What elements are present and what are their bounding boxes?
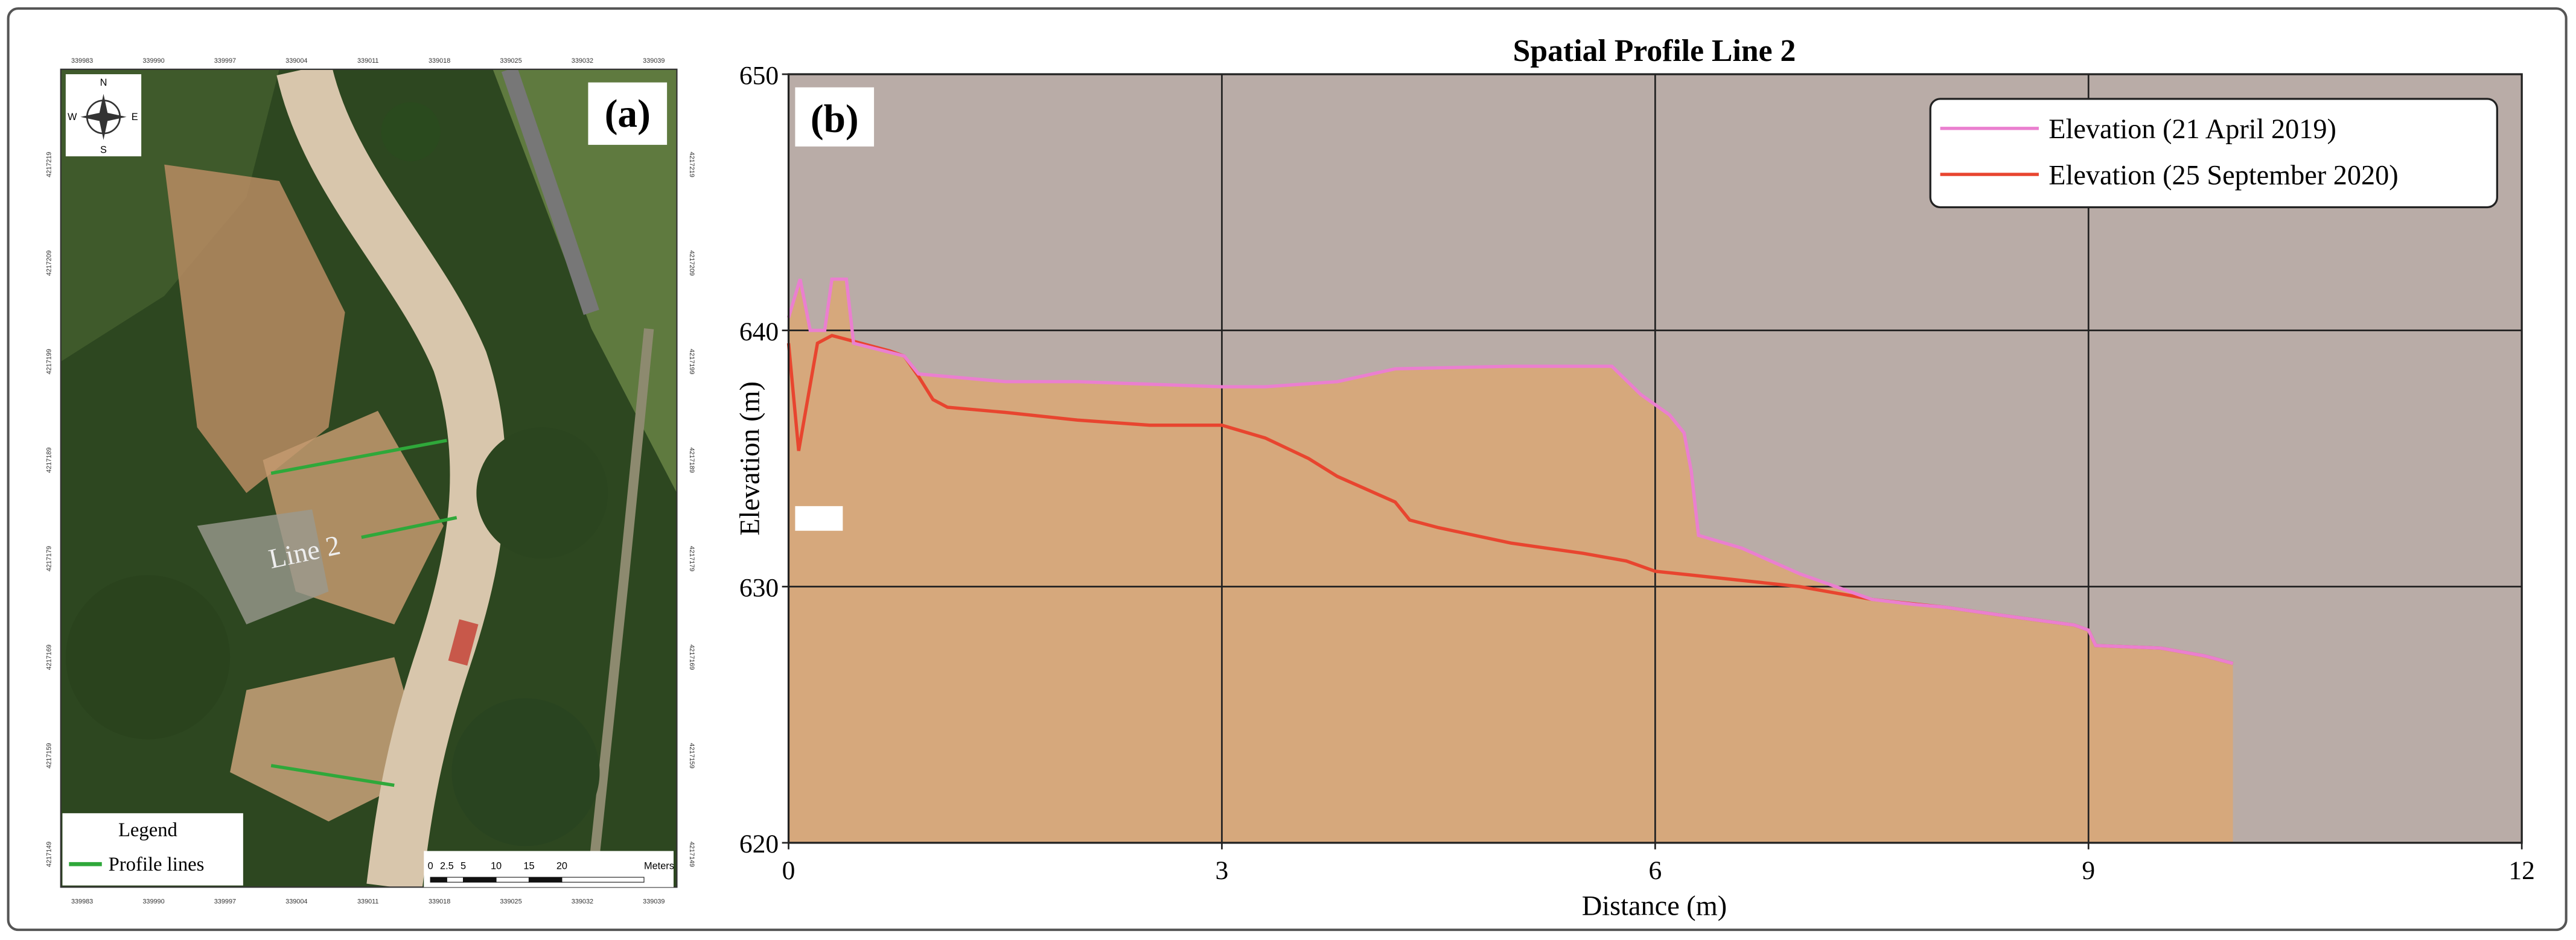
scale-segment	[561, 877, 645, 883]
map-coordinates: 339983 339983 339990 339990 339997 339997 3390…	[45, 57, 695, 906]
x-tick-label: 12	[2508, 856, 2535, 885]
easting-label: 339983	[71, 57, 93, 65]
easting-label: 339997	[214, 57, 236, 65]
scale-segment	[430, 877, 447, 883]
map-legend-box	[62, 813, 243, 886]
x-axis-label: Distance (m)	[1582, 891, 1727, 922]
easting-label: 339004	[285, 57, 307, 65]
chart: 0 3 6 9 12 620 630 640 650 Elevation (21 April 20…	[739, 61, 2535, 884]
northing-label: 4217219	[45, 152, 53, 177]
easting-label: 339990	[142, 57, 164, 65]
blank-patch	[795, 506, 843, 531]
x-tick-label: 9	[2082, 856, 2095, 885]
easting-label: 339011	[357, 57, 378, 65]
chart-title: Spatial Profile Line 2	[1513, 34, 1796, 68]
x-tick-label: 6	[1648, 856, 1662, 885]
scale-label: Meters	[644, 860, 674, 871]
y-tick-label: 650	[739, 61, 779, 90]
northing-label: 4217149	[45, 842, 53, 867]
panel-b-label-box	[795, 87, 875, 147]
legend-box	[1929, 98, 2498, 209]
legend-label: Elevation (21 April 2019)	[2048, 114, 2336, 145]
map-legend-title: Legend	[118, 819, 177, 841]
easting-label: 339983	[71, 898, 93, 906]
scale-segment	[463, 877, 497, 883]
northing-label: 4217179	[45, 546, 53, 571]
y-tick-label: 630	[739, 574, 779, 603]
northing-label: 4217159	[45, 743, 53, 768]
scale-segment	[496, 877, 530, 883]
easting-label: 339039	[643, 57, 665, 65]
map-panel: Line 2 (a) N E S W Legend Profile lines …	[45, 57, 695, 906]
easting-label: 339018	[429, 57, 450, 65]
y-tick-label: 640	[739, 317, 779, 346]
scale-label: 5	[461, 860, 466, 871]
easting-label: 339011	[357, 898, 378, 906]
easting-label: 339997	[214, 898, 236, 906]
compass-s: S	[100, 145, 107, 156]
northing-label: 4217179	[688, 546, 695, 571]
northing-label: 4217169	[688, 644, 695, 670]
scale-label: 10	[491, 860, 502, 871]
scale-label: 2.5	[440, 860, 454, 871]
x-tick-label: 3	[1216, 856, 1229, 885]
northing-label: 4217189	[688, 447, 695, 472]
x-tick-label: 0	[782, 856, 795, 885]
scale-segment	[528, 877, 563, 883]
easting-label: 339018	[429, 898, 450, 906]
northing-label: 4217149	[688, 842, 695, 867]
compass-n: N	[100, 77, 107, 88]
scale-segment	[446, 877, 464, 883]
easting-label: 339025	[500, 898, 521, 906]
compass: N E S W	[65, 74, 142, 157]
y-tick-label: 620	[739, 830, 779, 859]
easting-label: 339032	[572, 57, 593, 65]
easting-label: 339039	[643, 898, 665, 906]
scale-label: 0	[428, 860, 433, 871]
scale-label: 20	[556, 860, 567, 871]
map-legend-item: Profile lines	[109, 854, 205, 875]
northing-label: 4217199	[45, 349, 53, 374]
northing-label: 4217209	[45, 250, 53, 276]
northing-label: 4217159	[688, 743, 695, 768]
northing-label: 4217209	[688, 250, 695, 276]
compass-w: W	[68, 112, 77, 122]
panel-label: (b)	[811, 97, 859, 141]
aerial-image	[60, 69, 677, 888]
northing-label: 4217169	[45, 644, 53, 670]
y-axis-label: Elevation (m)	[735, 381, 766, 536]
elevation-line	[786, 277, 2234, 665]
easting-label: 339025	[500, 57, 521, 65]
northing-label: 4217189	[45, 447, 53, 472]
panel-label: (a)	[605, 92, 651, 136]
legend-label: Elevation (25 September 2020)	[2048, 160, 2398, 191]
panel-label-box	[588, 82, 668, 145]
northing-label: 4217219	[688, 152, 695, 177]
elevation-area	[788, 279, 2233, 843]
compass-e: E	[132, 112, 138, 122]
easting-label: 339990	[142, 898, 164, 906]
scale-label: 15	[523, 860, 534, 871]
easting-label: 339004	[285, 898, 307, 906]
easting-label: 339032	[572, 898, 593, 906]
northing-label: 4217199	[688, 349, 695, 374]
scale-bar: 0 2.5 5 10 15 20 Meters	[428, 860, 674, 883]
